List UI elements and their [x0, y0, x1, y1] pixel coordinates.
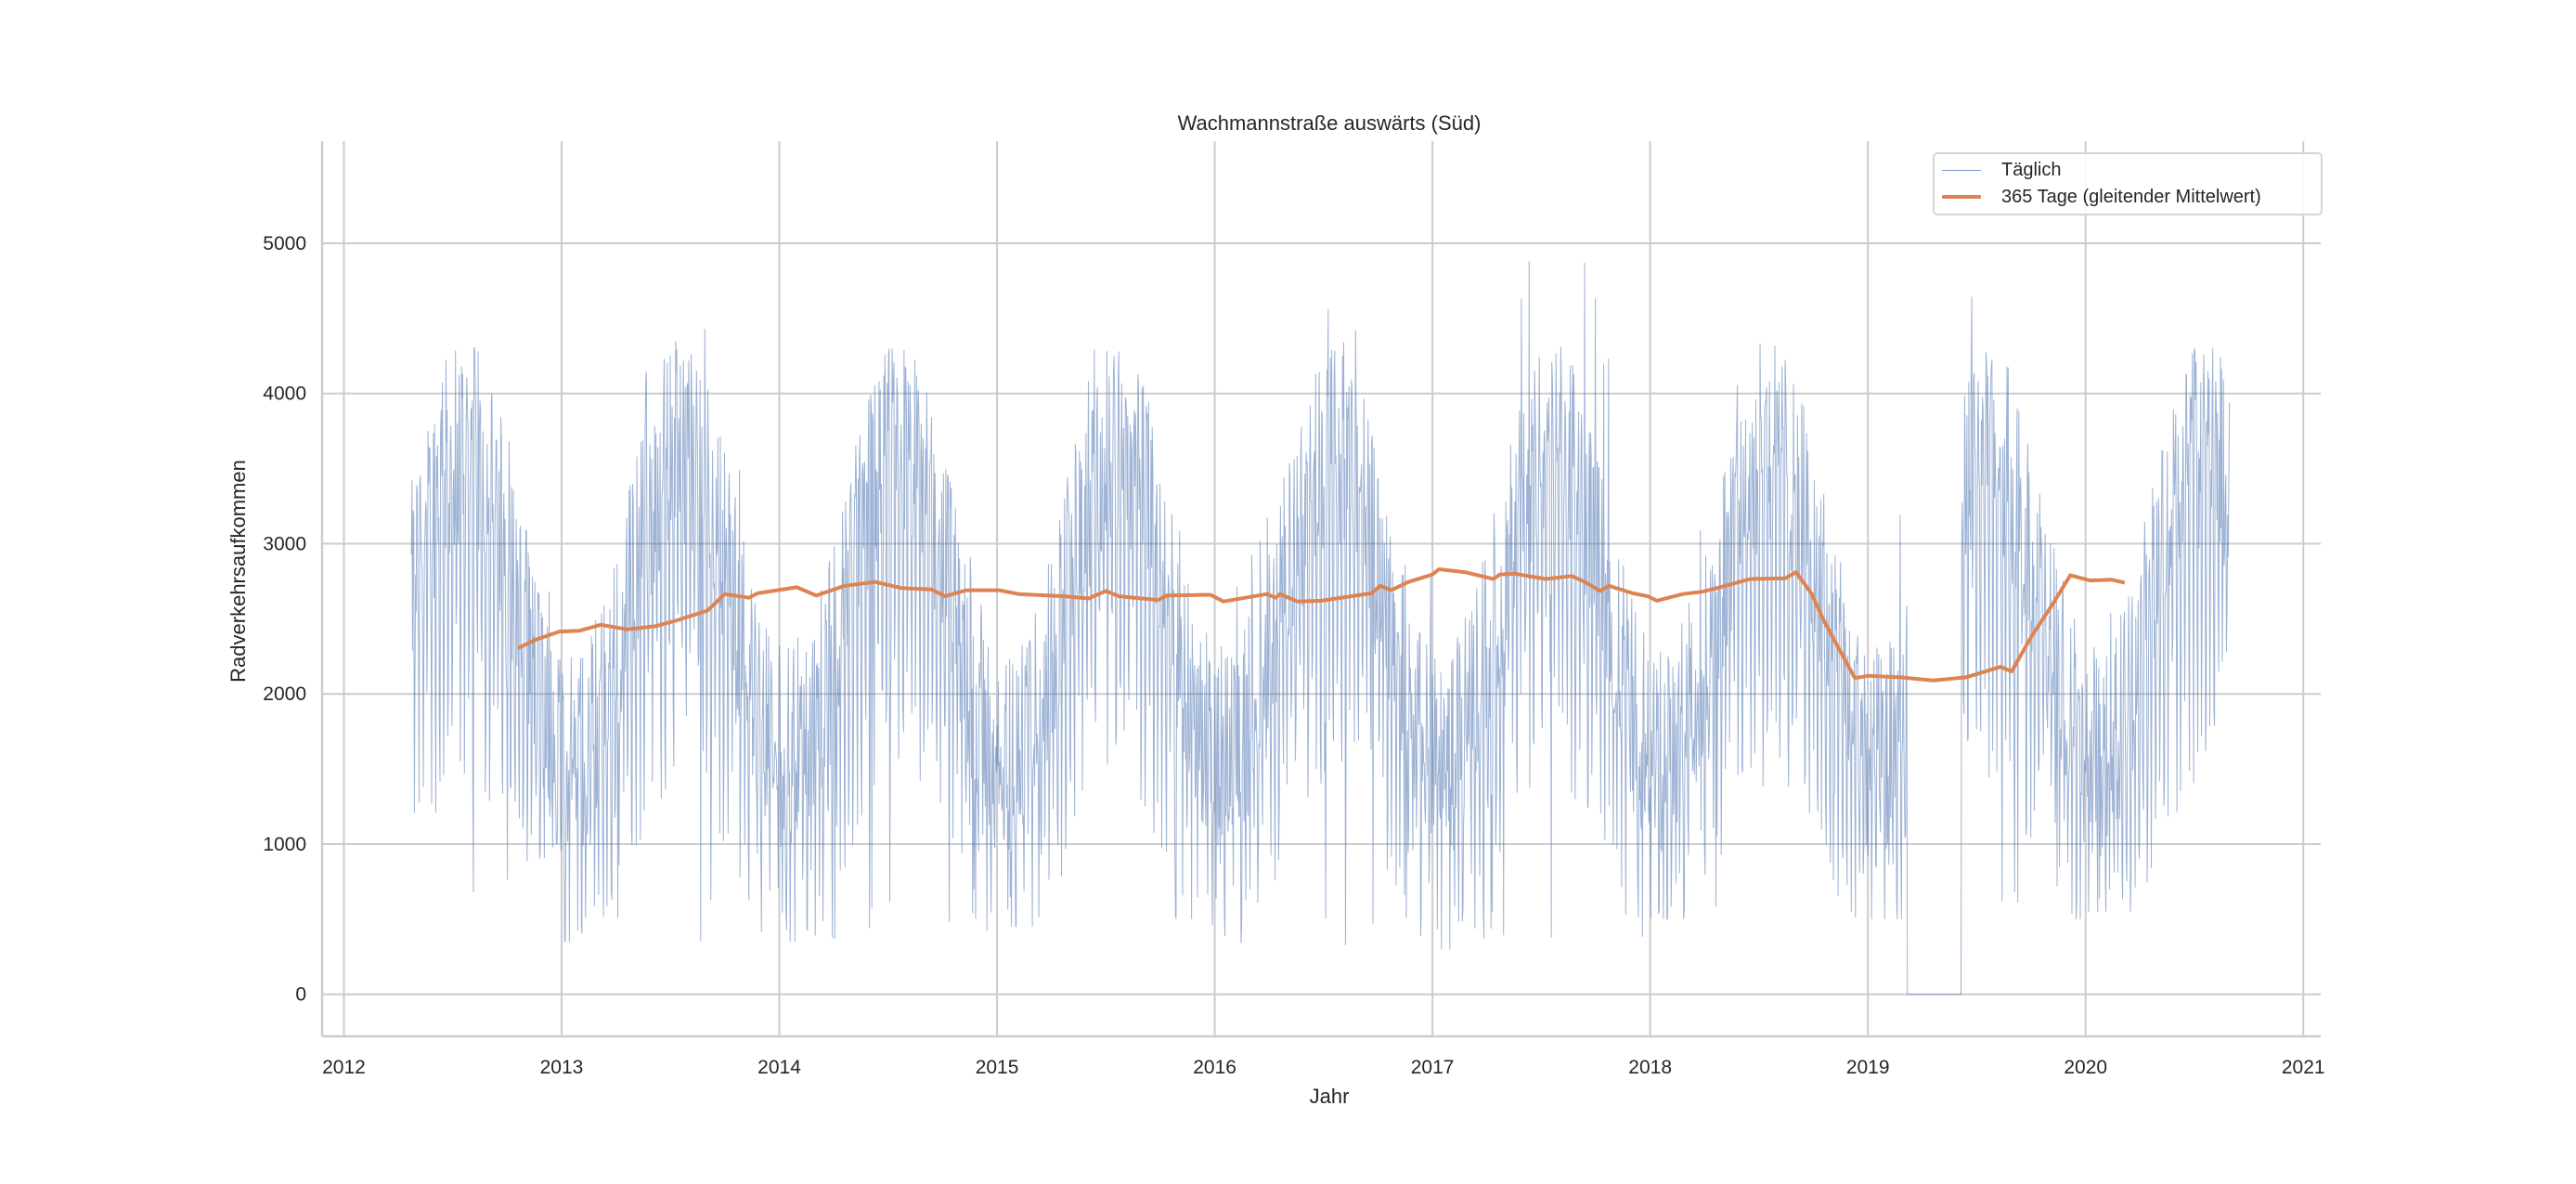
x-tick-label-2012: 2012 [322, 1057, 366, 1078]
y-tick-label-0: 0 [295, 984, 306, 1006]
y-tick-label-2000: 2000 [263, 683, 306, 705]
y-tick-labels: 0 1000 2000 3000 4000 5000 [263, 233, 306, 1006]
x-tick-label-2020: 2020 [2064, 1057, 2107, 1078]
legend-swatch-rolling [1942, 195, 1981, 199]
daily-line [410, 261, 2231, 995]
y-axis-label: Radverkehrsaufkommen [227, 460, 250, 683]
y-tick-label-4000: 4000 [263, 384, 306, 405]
x-tick-label-2016: 2016 [1193, 1057, 1236, 1078]
x-tick-label-2014: 2014 [757, 1057, 801, 1078]
rolling-mean-line [517, 567, 2126, 683]
series-rolling-mean [517, 567, 2126, 683]
axes-spines [320, 141, 2321, 1038]
x-tick-label-2019: 2019 [1846, 1057, 1890, 1078]
x-tick-labels: 2012 2013 2014 2015 2016 2017 2018 2019 2020 2021 [322, 1057, 2325, 1078]
legend-label-daily: Täglich [2001, 159, 2062, 180]
x-tick-label-2018: 2018 [1628, 1057, 1672, 1078]
y-tick-label-1000: 1000 [263, 834, 306, 855]
series-daily [410, 261, 2231, 995]
chart-title: Wachmannstraße auswärts (Süd) [1178, 111, 1482, 135]
x-tick-label-2017: 2017 [1411, 1057, 1455, 1078]
y-tick-label-5000: 5000 [263, 233, 306, 254]
x-axis-label: Jahr [1310, 1085, 1350, 1108]
x-tick-label-2021: 2021 [2282, 1057, 2325, 1078]
legend-label-rolling: 365 Tage (gleitender Mittelwert) [2001, 186, 2261, 207]
x-tick-label-2015: 2015 [976, 1057, 1019, 1078]
legend-item-rolling: 365 Tage (gleitender Mittelwert) [1935, 183, 2261, 211]
x-tick-label-2013: 2013 [540, 1057, 584, 1078]
legend-item-daily: Täglich [1935, 156, 2061, 184]
legend-swatch-daily [1942, 169, 1981, 171]
legend: Täglich 365 Tage (gleitender Mittelwert) [1933, 152, 2323, 215]
y-tick-label-3000: 3000 [263, 533, 306, 554]
